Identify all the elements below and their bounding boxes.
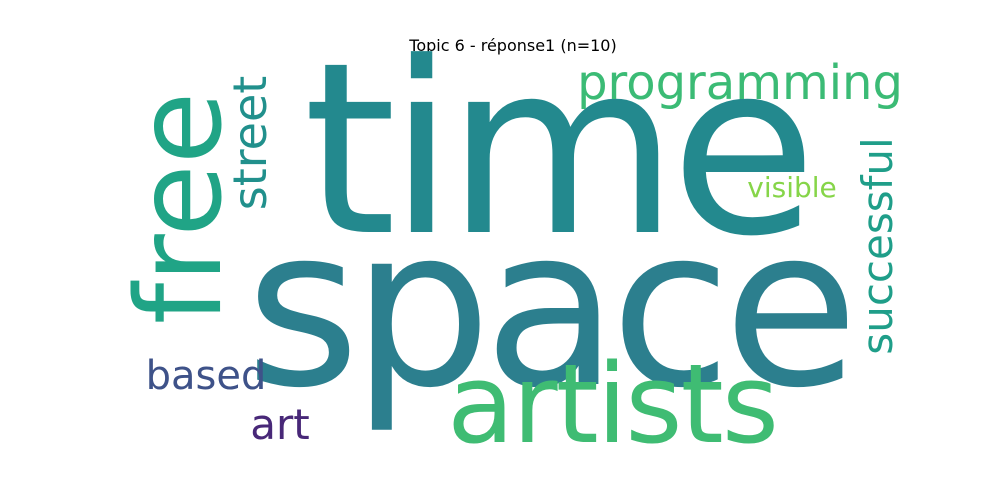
word-street: street xyxy=(223,76,277,211)
word-successful: successful xyxy=(853,137,902,354)
word-programming: programming xyxy=(577,55,903,111)
figure-title: Topic 6 - réponse1 (n=10) xyxy=(409,36,617,55)
word-visible: visible xyxy=(747,171,837,204)
word-time: time xyxy=(303,12,809,289)
word-based: based xyxy=(146,353,267,399)
word-art: art xyxy=(250,400,309,449)
word-space: space xyxy=(245,180,850,436)
word-artists: artists xyxy=(447,340,777,468)
word-free: free xyxy=(110,92,248,325)
